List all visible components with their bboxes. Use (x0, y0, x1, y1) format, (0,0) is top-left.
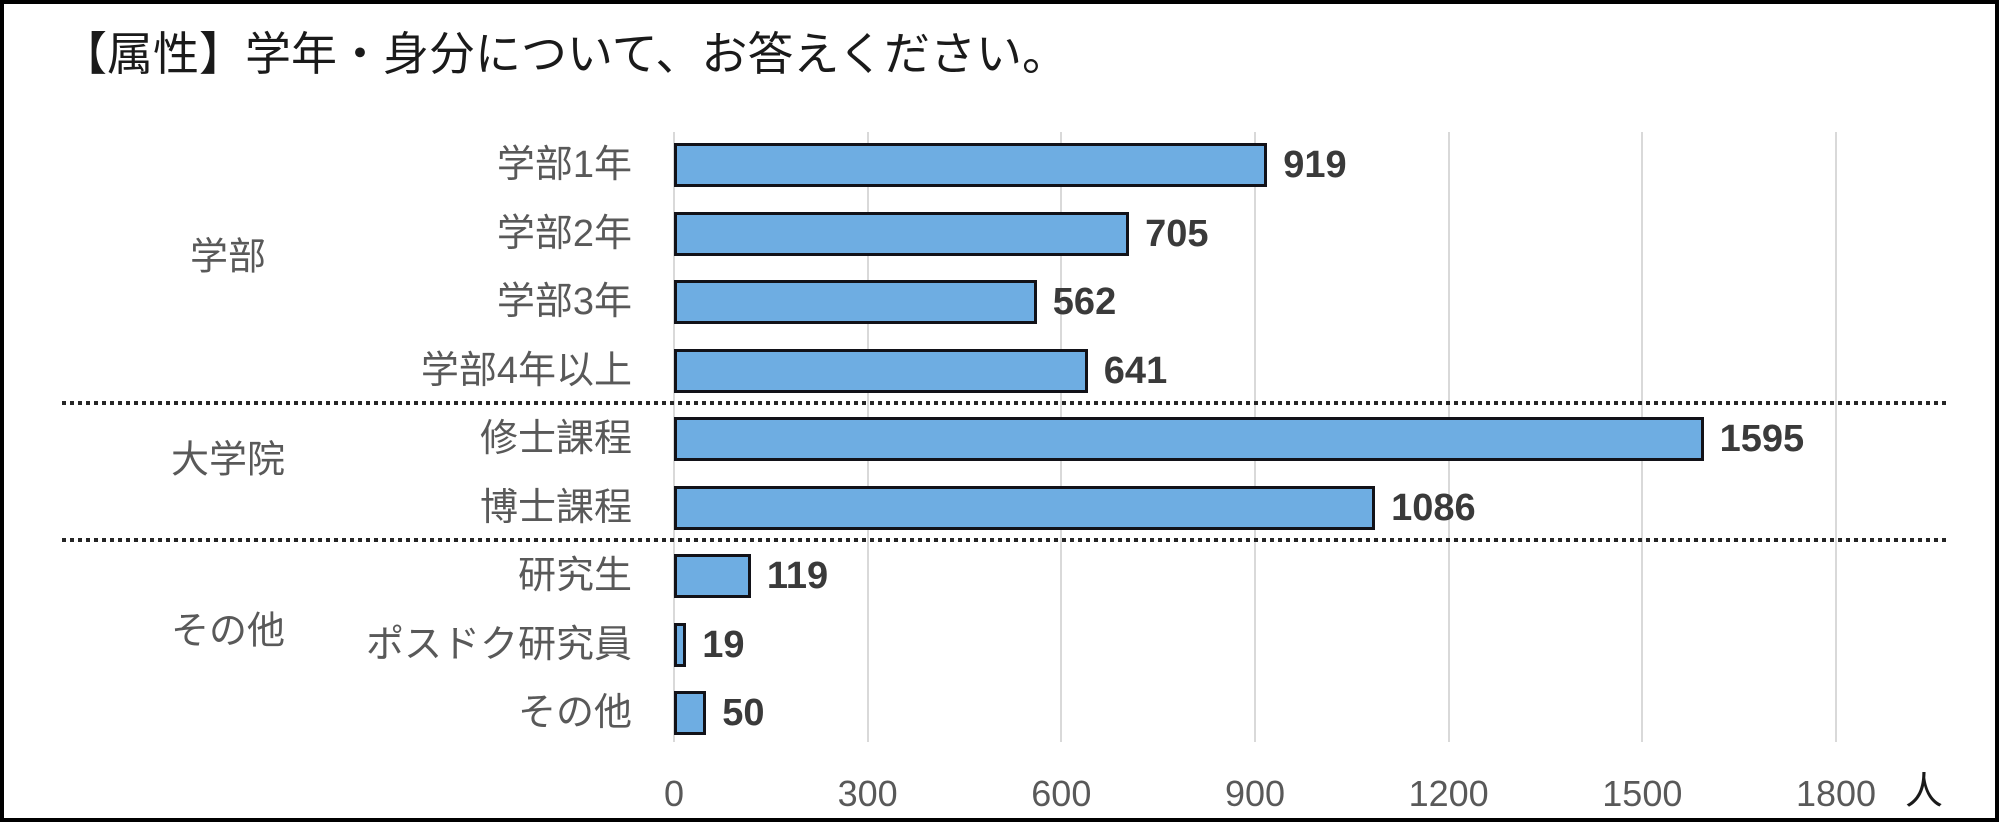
value-label: 1086 (1391, 486, 1476, 529)
chart-title: 【属性】学年・身分について、お答えください。 (61, 28, 1068, 80)
category-label: 学部4年以上 (420, 349, 632, 392)
gridline (1835, 132, 1837, 742)
bar (674, 554, 751, 598)
group-separator (62, 400, 1947, 405)
x-tick-label: 900 (1224, 773, 1286, 814)
bar (674, 143, 1268, 187)
category-label: 博士課程 (479, 486, 632, 529)
value-label: 705 (1145, 212, 1209, 255)
group-separator (62, 537, 1947, 542)
x-tick-label: 600 (1031, 773, 1092, 814)
category-label: ポスドク研究員 (365, 623, 632, 666)
bar (674, 280, 1037, 324)
group-label: その他 (170, 610, 286, 653)
value-label: 1595 (1719, 418, 1805, 460)
x-tick-label: 0 (663, 773, 685, 814)
category-label: 学部2年 (496, 212, 632, 255)
value-label: 50 (722, 692, 765, 734)
category-label: その他 (517, 692, 632, 734)
group-label: 大学院 (170, 439, 286, 482)
category-label: 学部1年 (496, 144, 632, 186)
group-label: 学部 (189, 236, 267, 279)
value-label: 19 (702, 623, 745, 666)
plot-area: 0 300 600 900 1200 1500 1800 人 学部大学院その他 学部1年 919 学部… (4, 4, 1995, 818)
value-label: 119 (766, 555, 829, 597)
category-label: 研究生 (517, 555, 632, 597)
x-tick-label: 300 (837, 773, 898, 814)
bar (674, 622, 687, 667)
bar (674, 691, 707, 735)
x-tick-label: 1500 (1602, 773, 1683, 814)
x-tick-label: 1800 (1795, 773, 1877, 814)
bar (674, 211, 1130, 256)
value-label: 919 (1283, 144, 1347, 186)
category-label: 学部3年 (496, 281, 632, 323)
bar (674, 348, 1088, 393)
value-label: 641 (1103, 349, 1168, 392)
x-axis-unit: 人 (1904, 771, 1944, 813)
category-label: 修士課程 (479, 418, 632, 460)
value-label: 562 (1052, 281, 1117, 323)
bar (674, 485, 1376, 530)
bar (674, 417, 1704, 461)
x-tick-label: 1200 (1408, 773, 1489, 814)
